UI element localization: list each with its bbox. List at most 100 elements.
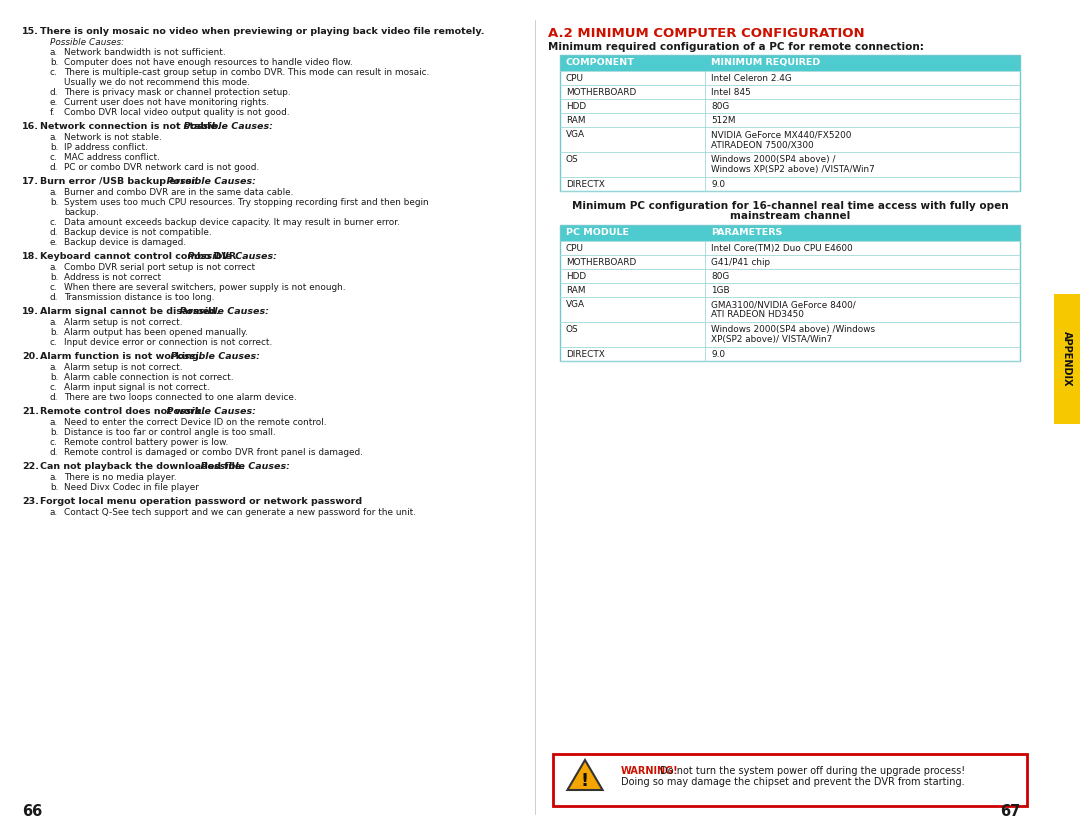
- Text: MOTHERBOARD: MOTHERBOARD: [566, 88, 636, 97]
- Text: Combo DVR serial port setup is not correct: Combo DVR serial port setup is not corre…: [64, 263, 255, 272]
- Text: Burn error /USB backup error.: Burn error /USB backup error.: [40, 177, 199, 186]
- FancyBboxPatch shape: [553, 754, 1027, 806]
- Text: b.: b.: [50, 328, 58, 337]
- Text: RAM: RAM: [566, 116, 585, 125]
- Text: RAM: RAM: [566, 286, 585, 295]
- Text: System uses too much CPU resources. Try stopping recording first and then begin: System uses too much CPU resources. Try …: [64, 198, 429, 207]
- Text: Backup device is not compatible.: Backup device is not compatible.: [64, 228, 212, 237]
- Text: 17.: 17.: [22, 177, 39, 186]
- Text: HDD: HDD: [566, 102, 586, 111]
- FancyBboxPatch shape: [561, 297, 1020, 322]
- Text: G41/P41 chip: G41/P41 chip: [711, 258, 770, 267]
- Text: Possible Causes:: Possible Causes:: [160, 177, 256, 186]
- Text: Possible Causes:: Possible Causes:: [164, 352, 260, 361]
- Text: COMPONENT: COMPONENT: [566, 58, 635, 67]
- Text: Need to enter the correct Device ID on the remote control.: Need to enter the correct Device ID on t…: [64, 418, 326, 427]
- Text: a.: a.: [50, 48, 58, 57]
- Text: HDD: HDD: [566, 272, 586, 281]
- Text: Possible Causes:: Possible Causes:: [177, 122, 273, 131]
- Text: Possible Causes:: Possible Causes:: [50, 38, 124, 47]
- Text: Intel Celeron 2.4G: Intel Celeron 2.4G: [711, 74, 792, 83]
- Text: Doing so may damage the chipset and prevent the DVR from starting.: Doing so may damage the chipset and prev…: [621, 777, 964, 787]
- FancyBboxPatch shape: [561, 347, 1020, 361]
- Text: 19.: 19.: [22, 307, 39, 316]
- Text: OS: OS: [566, 325, 579, 334]
- Text: 80G: 80G: [711, 272, 729, 281]
- Text: Possible Causes:: Possible Causes:: [173, 307, 269, 316]
- Text: Computer does not have enough resources to handle video flow.: Computer does not have enough resources …: [64, 58, 353, 67]
- Text: 15.: 15.: [22, 27, 39, 36]
- Text: e.: e.: [50, 98, 58, 107]
- Text: 23.: 23.: [22, 497, 39, 506]
- FancyBboxPatch shape: [561, 241, 1020, 255]
- Text: Forgot local menu operation password or network password: Forgot local menu operation password or …: [40, 497, 362, 506]
- Text: PC or combo DVR network card is not good.: PC or combo DVR network card is not good…: [64, 163, 259, 172]
- Text: Alarm setup is not correct.: Alarm setup is not correct.: [64, 318, 183, 327]
- Text: Backup device is damaged.: Backup device is damaged.: [64, 238, 186, 247]
- Text: Distance is too far or control angle is too small.: Distance is too far or control angle is …: [64, 428, 275, 437]
- Text: WARNING!: WARNING!: [621, 766, 678, 776]
- FancyBboxPatch shape: [561, 177, 1020, 191]
- Text: Intel 845: Intel 845: [711, 88, 751, 97]
- Text: 16.: 16.: [22, 122, 39, 131]
- Text: b.: b.: [50, 143, 58, 152]
- Text: Remote control battery power is low.: Remote control battery power is low.: [64, 438, 228, 447]
- Text: 66: 66: [22, 804, 42, 819]
- Text: d.: d.: [50, 228, 58, 237]
- Text: c.: c.: [50, 438, 57, 447]
- FancyBboxPatch shape: [561, 113, 1020, 127]
- Text: Possible Causes:: Possible Causes:: [193, 462, 289, 471]
- Text: c.: c.: [50, 283, 57, 292]
- Text: b.: b.: [50, 198, 58, 207]
- Text: d.: d.: [50, 163, 58, 172]
- Text: Network connection is not stable.: Network connection is not stable.: [40, 122, 220, 131]
- Text: a.: a.: [50, 188, 58, 197]
- Text: Data amount exceeds backup device capacity. It may result in burner error.: Data amount exceeds backup device capaci…: [64, 218, 400, 227]
- Text: 21.: 21.: [22, 407, 39, 416]
- Text: backup.: backup.: [64, 208, 98, 217]
- FancyBboxPatch shape: [561, 152, 1020, 177]
- Text: Keyboard cannot control combo DVR.: Keyboard cannot control combo DVR.: [40, 252, 240, 261]
- Text: d.: d.: [50, 448, 58, 457]
- Text: 1GB: 1GB: [711, 286, 730, 295]
- Text: 9.0: 9.0: [711, 180, 725, 189]
- FancyBboxPatch shape: [561, 99, 1020, 113]
- FancyBboxPatch shape: [561, 283, 1020, 297]
- Text: 512M: 512M: [711, 116, 735, 125]
- Text: VGA: VGA: [566, 130, 585, 139]
- Text: 18.: 18.: [22, 252, 39, 261]
- Text: IP address conflict.: IP address conflict.: [64, 143, 148, 152]
- Text: Minimum PC configuration for 16-channel real time access with fully open: Minimum PC configuration for 16-channel …: [571, 201, 1009, 211]
- Text: b.: b.: [50, 373, 58, 382]
- Text: 67: 67: [1000, 804, 1020, 819]
- Text: VGA: VGA: [566, 300, 585, 309]
- Text: d.: d.: [50, 293, 58, 302]
- Text: c.: c.: [50, 218, 57, 227]
- Text: OS: OS: [566, 155, 579, 164]
- Text: NVIDIA GeForce MX440/FX5200
ATIRADEON 7500/X300: NVIDIA GeForce MX440/FX5200 ATIRADEON 75…: [711, 130, 851, 149]
- FancyBboxPatch shape: [561, 322, 1020, 347]
- Text: mainstream channel: mainstream channel: [730, 211, 850, 221]
- Text: DIRECTX: DIRECTX: [566, 180, 605, 189]
- Text: MINIMUM REQUIRED: MINIMUM REQUIRED: [711, 58, 820, 67]
- Text: Remote control is damaged or combo DVR front panel is damaged.: Remote control is damaged or combo DVR f…: [64, 448, 363, 457]
- Text: a.: a.: [50, 133, 58, 142]
- Text: When there are several switchers, power supply is not enough.: When there are several switchers, power …: [64, 283, 346, 292]
- Text: A.2 MINIMUM COMPUTER CONFIGURATION: A.2 MINIMUM COMPUTER CONFIGURATION: [548, 27, 865, 40]
- Text: Alarm signal cannot be disarmed.: Alarm signal cannot be disarmed.: [40, 307, 219, 316]
- Text: a.: a.: [50, 318, 58, 327]
- Text: Address is not correct: Address is not correct: [64, 273, 161, 282]
- Text: Alarm setup is not correct.: Alarm setup is not correct.: [64, 363, 183, 372]
- FancyBboxPatch shape: [1054, 294, 1080, 424]
- Text: There are two loops connected to one alarm device.: There are two loops connected to one ala…: [64, 393, 297, 402]
- Text: PARAMETERS: PARAMETERS: [711, 228, 782, 237]
- Text: Alarm function is not working.: Alarm function is not working.: [40, 352, 203, 361]
- Text: Alarm cable connection is not correct.: Alarm cable connection is not correct.: [64, 373, 233, 382]
- Text: Burner and combo DVR are in the same data cable.: Burner and combo DVR are in the same dat…: [64, 188, 294, 197]
- Text: There is no media player.: There is no media player.: [64, 473, 176, 482]
- Text: Windows 2000(SP4 above) /Windows
XP(SP2 above)/ VISTA/Win7: Windows 2000(SP4 above) /Windows XP(SP2 …: [711, 325, 875, 344]
- Text: b.: b.: [50, 483, 58, 492]
- Text: c.: c.: [50, 68, 57, 77]
- Text: a.: a.: [50, 418, 58, 427]
- Text: Transmission distance is too long.: Transmission distance is too long.: [64, 293, 214, 302]
